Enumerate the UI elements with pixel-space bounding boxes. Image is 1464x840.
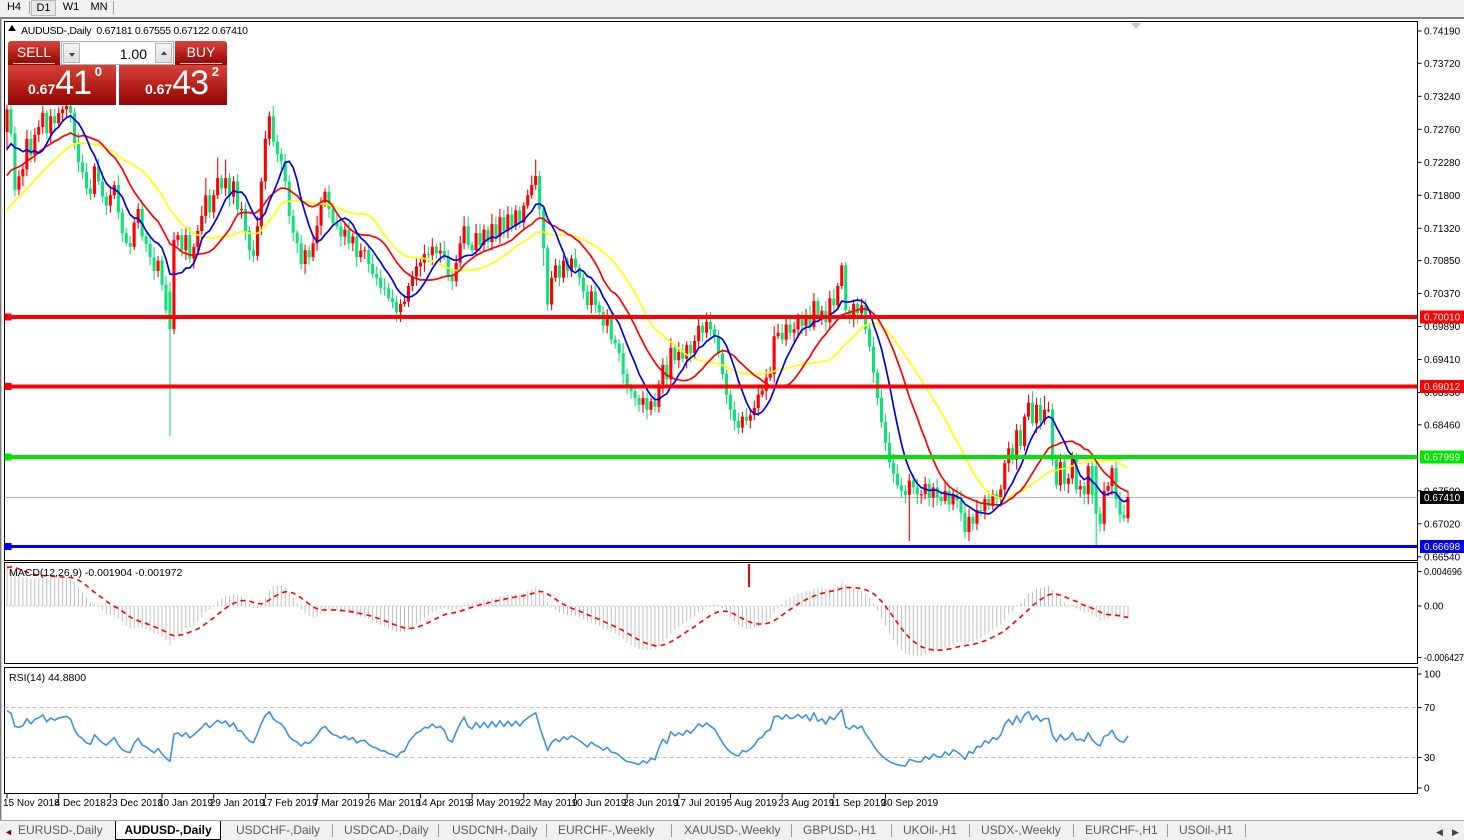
svg-text:0.66698: 0.66698 [1424,542,1461,553]
svg-text:MACD(12,26,9) -0.001904 -0.001: MACD(12,26,9) -0.001904 -0.001972 [9,567,183,579]
svg-text:0.71320: 0.71320 [1424,224,1461,235]
svg-text:17 Feb 2019: 17 Feb 2019 [261,798,318,809]
svg-text:30 Sep 2019: 30 Sep 2019 [882,798,939,809]
svg-text:70: 70 [1424,703,1436,714]
svg-text:0.69410: 0.69410 [1424,355,1461,366]
svg-text:11 Sep 2019: 11 Sep 2019 [830,798,886,809]
svg-text:23 Dec 2018: 23 Dec 2018 [106,798,163,809]
svg-text:0.72760: 0.72760 [1424,125,1461,136]
svg-text:RSI(14) 44.8800: RSI(14) 44.8800 [9,672,86,684]
svg-text:0.67020: 0.67020 [1424,519,1461,530]
svg-text:10 Jan 2019: 10 Jan 2019 [158,798,213,809]
svg-text:100: 100 [1424,670,1441,681]
svg-text:0: 0 [1424,784,1430,795]
svg-text:10 Jun 2019: 10 Jun 2019 [571,798,626,809]
svg-text:0.74190: 0.74190 [1424,27,1461,38]
svg-text:26 Mar 2019: 26 Mar 2019 [365,798,422,809]
svg-text:0.00: 0.00 [1424,602,1444,613]
svg-text:14 Apr 2019: 14 Apr 2019 [416,798,470,809]
svg-text:0.73240: 0.73240 [1424,92,1461,103]
svg-text:29 Jan 2019: 29 Jan 2019 [210,798,265,809]
svg-text:5 Aug 2019: 5 Aug 2019 [727,798,778,809]
svg-text:28 Jun 2019: 28 Jun 2019 [623,798,678,809]
svg-text:7 Mar 2019: 7 Mar 2019 [313,798,364,809]
svg-text:0.68930: 0.68930 [1424,388,1461,399]
svg-text:0.72280: 0.72280 [1424,158,1461,169]
svg-text:0.69012: 0.69012 [1424,382,1461,393]
svg-text:23 Aug 2019: 23 Aug 2019 [778,798,835,809]
svg-text:22 May 2019: 22 May 2019 [520,798,578,809]
svg-text:30: 30 [1424,753,1436,764]
svg-text:15 Nov 2018: 15 Nov 2018 [3,798,60,809]
svg-text:0.67410: 0.67410 [1424,493,1461,504]
svg-text:0.70010: 0.70010 [1424,313,1461,324]
svg-text:4 Dec 2018: 4 Dec 2018 [55,798,107,809]
svg-text:3 May 2019: 3 May 2019 [468,798,521,809]
svg-text:0.71800: 0.71800 [1424,191,1461,202]
svg-text:0.66540: 0.66540 [1424,552,1461,563]
svg-text:17 Jul 2019: 17 Jul 2019 [675,798,727,809]
svg-text:0.68460: 0.68460 [1424,420,1461,431]
svg-text:0.004696: 0.004696 [1424,567,1462,578]
svg-text:-0.006427: -0.006427 [1424,653,1464,664]
svg-text:0.69890: 0.69890 [1424,322,1461,333]
svg-text:0.73720: 0.73720 [1424,59,1461,70]
svg-text:0.70370: 0.70370 [1424,289,1461,300]
svg-text:0.67999: 0.67999 [1424,453,1461,464]
svg-text:0.70850: 0.70850 [1424,256,1461,267]
